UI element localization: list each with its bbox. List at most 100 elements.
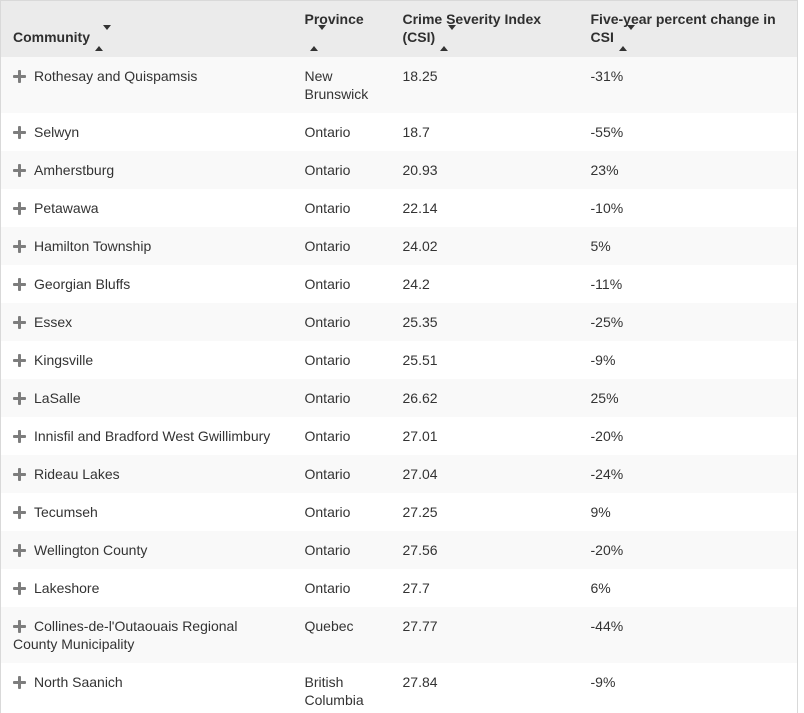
community-name: Wellington County (34, 542, 148, 558)
cell-community: Hamilton Township (0, 227, 295, 265)
cell-csi: 26.62 (392, 379, 581, 417)
table-row: Hamilton Township Ontario 24.02 5% (0, 227, 798, 265)
community-name: Amherstburg (34, 162, 115, 178)
sort-icon[interactable] (309, 25, 326, 51)
table-header: Community Province Crime Severity Index … (0, 0, 798, 57)
expand-row-plus-icon[interactable] (13, 316, 26, 329)
table-row: Essex Ontario 25.35 -25% (0, 303, 798, 341)
cell-province: Ontario (294, 113, 393, 151)
column-header-label: Crime Severity Index (CSI) (402, 11, 542, 45)
cell-change: -10% (580, 189, 798, 227)
cell-csi: 18.25 (392, 57, 581, 113)
cell-province: Ontario (294, 151, 393, 189)
expand-row-plus-icon[interactable] (13, 620, 26, 633)
table-row: Wellington County Ontario 27.56 -20% (0, 531, 798, 569)
cell-change: -24% (580, 455, 798, 493)
cell-community: North Saanich (0, 663, 295, 713)
cell-province: Ontario (294, 569, 393, 607)
community-name: Hamilton Township (34, 238, 152, 254)
cell-csi: 27.7 (392, 569, 581, 607)
cell-csi: 27.04 (392, 455, 581, 493)
cell-community: Petawawa (0, 189, 295, 227)
community-name: Innisfil and Bradford West Gwillimbury (34, 428, 271, 444)
table-row: Lakeshore Ontario 27.7 6% (0, 569, 798, 607)
community-name: Petawawa (34, 200, 99, 216)
community-name: Kingsville (34, 352, 94, 368)
table-row: Petawawa Ontario 22.14 -10% (0, 189, 798, 227)
cell-csi: 22.14 (392, 189, 581, 227)
community-name: North Saanich (34, 674, 123, 690)
expand-row-plus-icon[interactable] (13, 430, 26, 443)
cell-community: Amherstburg (0, 151, 295, 189)
cell-community: Rothesay and Quispamsis (0, 57, 295, 113)
cell-community: Lakeshore (0, 569, 295, 607)
column-header-label: Community (13, 29, 90, 45)
expand-row-plus-icon[interactable] (13, 278, 26, 291)
cell-community: Kingsville (0, 341, 295, 379)
expand-row-plus-icon[interactable] (13, 70, 26, 83)
column-header-label: Province (304, 11, 364, 27)
cell-csi: 27.84 (392, 663, 581, 713)
expand-row-plus-icon[interactable] (13, 676, 26, 689)
cell-province: Ontario (294, 265, 393, 303)
community-name: Lakeshore (34, 580, 100, 596)
cell-province: Ontario (294, 455, 393, 493)
cell-community: Innisfil and Bradford West Gwillimbury (0, 417, 295, 455)
column-header-csi[interactable]: Crime Severity Index (CSI) (392, 0, 581, 57)
table-row: Amherstburg Ontario 20.93 23% (0, 151, 798, 189)
cell-community: Essex (0, 303, 295, 341)
expand-row-plus-icon[interactable] (13, 240, 26, 253)
cell-province: Ontario (294, 379, 393, 417)
expand-row-plus-icon[interactable] (13, 468, 26, 481)
cell-province: Ontario (294, 341, 393, 379)
expand-row-plus-icon[interactable] (13, 544, 26, 557)
cell-community: Tecumseh (0, 493, 295, 531)
expand-row-plus-icon[interactable] (13, 506, 26, 519)
cell-csi: 25.35 (392, 303, 581, 341)
expand-row-plus-icon[interactable] (13, 126, 26, 139)
column-header-province[interactable]: Province (294, 0, 393, 57)
expand-row-plus-icon[interactable] (13, 392, 26, 405)
cell-change: -31% (580, 57, 798, 113)
column-header-change[interactable]: Five-year percent change in CSI (580, 0, 798, 57)
expand-row-plus-icon[interactable] (13, 354, 26, 367)
cell-change: 23% (580, 151, 798, 189)
table-row: North Saanich British Columbia 27.84 -9% (0, 663, 798, 713)
expand-row-plus-icon[interactable] (13, 582, 26, 595)
cell-change: -20% (580, 531, 798, 569)
header-row: Community Province Crime Severity Index … (0, 0, 798, 57)
expand-row-plus-icon[interactable] (13, 164, 26, 177)
cell-change: 6% (580, 569, 798, 607)
cell-province: British Columbia (294, 663, 393, 713)
table-row: Collines-de-l'Outaouais Regional County … (0, 607, 798, 663)
cell-csi: 27.56 (392, 531, 581, 569)
community-name: LaSalle (34, 390, 81, 406)
cell-province: Ontario (294, 531, 393, 569)
table-row: Selwyn Ontario 18.7 -55% (0, 113, 798, 151)
cell-province: Ontario (294, 417, 393, 455)
cell-csi: 27.01 (392, 417, 581, 455)
cell-csi: 24.2 (392, 265, 581, 303)
cell-change: 25% (580, 379, 798, 417)
sort-icon[interactable] (618, 25, 635, 51)
cell-province: New Brunswick (294, 57, 393, 113)
community-name: Rothesay and Quispamsis (34, 68, 198, 84)
table-row: Innisfil and Bradford West Gwillimbury On… (0, 417, 798, 455)
sort-icon[interactable] (95, 25, 111, 51)
community-name: Collines-de-l'Outaouais Regional County … (13, 618, 238, 652)
sort-icon[interactable] (440, 25, 457, 51)
expand-row-plus-icon[interactable] (13, 202, 26, 215)
cell-change: -55% (580, 113, 798, 151)
community-name: Essex (34, 314, 73, 330)
column-header-label: Five-year percent change in CSI (590, 11, 776, 45)
table-row: LaSalle Ontario 26.62 25% (0, 379, 798, 417)
column-header-community[interactable]: Community (0, 0, 295, 57)
table-row: Tecumseh Ontario 27.25 9% (0, 493, 798, 531)
cell-province: Ontario (294, 227, 393, 265)
community-name: Selwyn (34, 124, 80, 140)
cell-change: -9% (580, 341, 798, 379)
cell-community: Georgian Bluffs (0, 265, 295, 303)
cell-community: Wellington County (0, 531, 295, 569)
cell-province: Ontario (294, 493, 393, 531)
